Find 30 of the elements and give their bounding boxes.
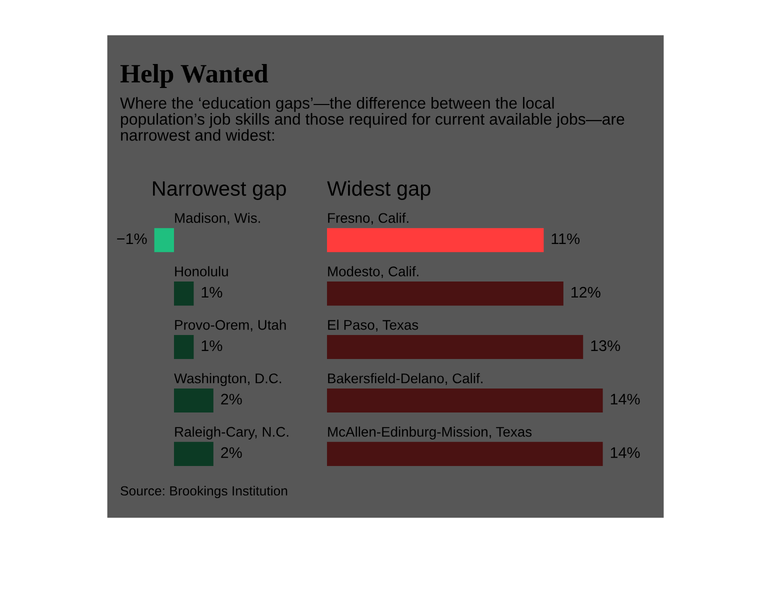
data-label: 12% bbox=[572, 286, 600, 298]
category-label: Washington, D.C. bbox=[174, 373, 282, 386]
category-label: Provo-Orem, Utah bbox=[175, 320, 286, 332]
category-label: McAllen-Edinburg-Mission, Texas bbox=[328, 426, 532, 440]
text: Where the ‘education gaps’—the difference between the local population’s job skills and those required for current available jobs—are narrowest and widest: bbox=[120, 97, 624, 141]
bar bbox=[327, 388, 603, 413]
category-label: El Paso, Texas bbox=[328, 320, 418, 332]
data-label: 14% bbox=[610, 394, 640, 405]
data-label: 2% bbox=[221, 447, 242, 458]
category-label: Honolulu bbox=[175, 266, 228, 276]
data-label: −1% bbox=[117, 233, 147, 244]
bar bbox=[327, 228, 544, 252]
data-label: 2% bbox=[221, 394, 242, 405]
category-label: Bakersfield-Delano, Calif. bbox=[328, 373, 482, 385]
category-label: Madison, Wis. bbox=[175, 212, 260, 225]
chart-title: Narrowest gap bbox=[153, 181, 286, 200]
data-label: 11% bbox=[552, 233, 580, 244]
category-label: Modesto, Calif. bbox=[328, 266, 418, 278]
data-label: 1% bbox=[202, 340, 222, 352]
data-label: 14% bbox=[610, 447, 640, 458]
source-note: Source: Brookings Institution bbox=[120, 486, 288, 498]
text: Help Wanted bbox=[120, 64, 268, 88]
data-label: 13% bbox=[591, 340, 620, 352]
data-label: 1% bbox=[202, 286, 222, 298]
category-label: Raleigh-Cary, N.C. bbox=[175, 426, 288, 440]
bar bbox=[327, 334, 584, 360]
category-label: Fresno, Calif. bbox=[328, 212, 408, 225]
chart-title: Widest gap bbox=[327, 180, 430, 200]
bar bbox=[327, 442, 603, 466]
bar bbox=[327, 282, 564, 306]
